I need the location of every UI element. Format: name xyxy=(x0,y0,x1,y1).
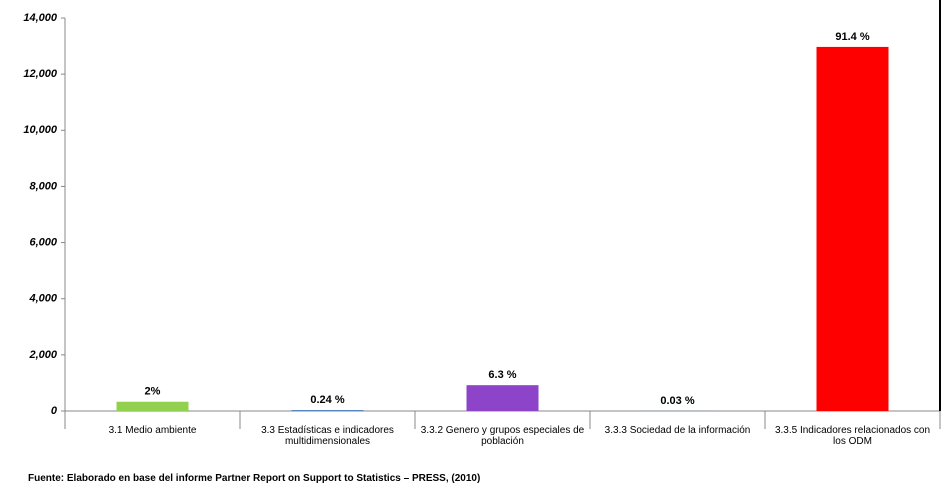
bar xyxy=(816,46,889,411)
share-label: 91.4 % xyxy=(835,31,869,43)
y-tick-label: 4,000 xyxy=(28,293,57,305)
share-label: 0.24 % xyxy=(310,394,344,406)
x-tick-label: 3.3.5 Indicadores relacionados con los O… xyxy=(774,425,931,447)
bar xyxy=(291,410,364,411)
x-tick-label: 3.1 Medio ambiente xyxy=(108,425,197,436)
x-tick-label: 3.3.3 Sociedad de la información xyxy=(604,425,751,436)
share-label: 0.03 % xyxy=(660,395,694,407)
x-tick-label: 3.3 Estadísticas e indicadores multidime… xyxy=(261,425,394,447)
source-note: Fuente: Elaborado en base del informe Pa… xyxy=(28,473,481,484)
x-tick-label: 3.3.2 Genero y grupos especiales de pobl… xyxy=(420,425,585,447)
bar xyxy=(466,385,539,411)
y-tick-label: 0 xyxy=(51,405,58,417)
share-label: 2% xyxy=(145,386,161,398)
y-tick-label: 14,000 xyxy=(23,12,58,24)
share-label: 6.3 % xyxy=(488,369,516,381)
y-tick-label: 2,000 xyxy=(28,349,57,361)
bar xyxy=(116,401,189,411)
y-tick-label: 10,000 xyxy=(23,124,58,136)
y-tick-label: 8,000 xyxy=(29,180,57,192)
y-tick-label: 6,000 xyxy=(29,236,57,248)
y-tick-label: 12,000 xyxy=(23,68,58,80)
